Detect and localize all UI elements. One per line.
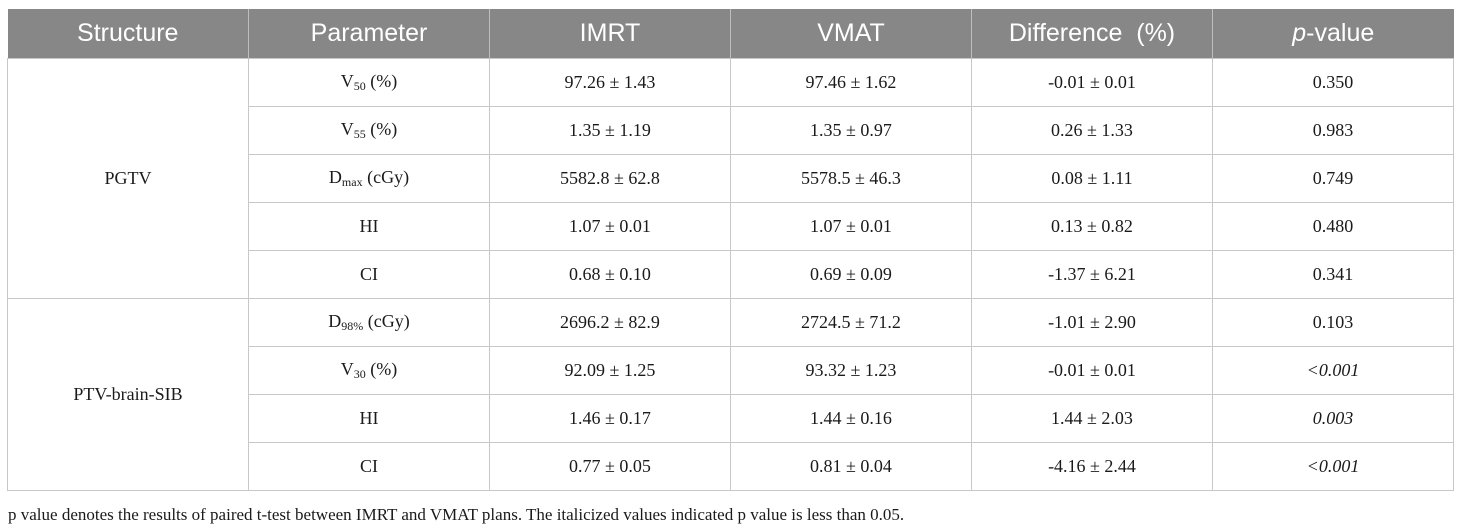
- difference-cell: 1.44 ± 2.03: [971, 394, 1213, 443]
- table-header-row: Structure Parameter IMRT VMAT Difference…: [7, 9, 1454, 59]
- parameter-cell: CI: [248, 250, 490, 299]
- parameter-cell: D98% (cGy): [248, 298, 490, 347]
- vmat-cell: 0.69 ± 0.09: [730, 250, 972, 299]
- imrt-cell: 1.07 ± 0.01: [489, 202, 731, 251]
- imrt-cell: 1.35 ± 1.19: [489, 106, 731, 155]
- parameter-symbol: CI: [360, 264, 378, 284]
- vmat-cell: 5578.5 ± 46.3: [730, 154, 972, 203]
- p-value-cell: <0.001: [1212, 346, 1454, 395]
- imrt-cell: 5582.8 ± 62.8: [489, 154, 731, 203]
- parameter-subscript: max: [341, 175, 363, 189]
- imrt-cell: 92.09 ± 1.25: [489, 346, 731, 395]
- parameter-unit: (%): [365, 71, 398, 91]
- header-vmat: VMAT: [730, 9, 972, 59]
- difference-cell: -0.01 ± 0.01: [971, 58, 1213, 107]
- imrt-cell: 2696.2 ± 82.9: [489, 298, 731, 347]
- difference-cell: -4.16 ± 2.44: [971, 442, 1213, 491]
- comparison-table: Structure Parameter IMRT VMAT Difference…: [7, 9, 1454, 491]
- vmat-cell: 97.46 ± 1.62: [730, 58, 972, 107]
- parameter-subscript: 50: [353, 79, 366, 93]
- table-row: HI 1.07 ± 0.01 1.07 ± 0.01 0.13 ± 0.82 0.480: [8, 202, 1454, 251]
- header-structure: Structure: [7, 9, 249, 59]
- parameter-symbol: V: [340, 359, 354, 379]
- header-difference: Difference (%): [971, 9, 1213, 59]
- header-p-suffix: -value: [1306, 19, 1375, 47]
- p-value-cell: 0.350: [1212, 58, 1454, 107]
- imrt-cell: 1.46 ± 0.17: [489, 394, 731, 443]
- table-row: V30 (%) 92.09 ± 1.25 93.32 ± 1.23 -0.01 ± 0…: [8, 346, 1454, 395]
- header-p-italic: p: [1292, 19, 1307, 47]
- vmat-cell: 1.07 ± 0.01: [730, 202, 972, 251]
- table-footnote: p value denotes the results of paired t-…: [8, 505, 905, 524]
- difference-cell: -0.01 ± 0.01: [971, 346, 1213, 395]
- vmat-cell: 1.35 ± 0.97: [730, 106, 972, 155]
- difference-cell: -1.37 ± 6.21: [971, 250, 1213, 299]
- p-value-cell: 0.003: [1212, 394, 1454, 443]
- vmat-cell: 1.44 ± 0.16: [730, 394, 972, 443]
- structure-cell: PGTV: [7, 58, 249, 299]
- parameter-unit: (%): [365, 359, 398, 379]
- p-value-cell: 0.480: [1212, 202, 1454, 251]
- parameter-cell: Dmax (cGy): [248, 154, 490, 203]
- p-value-cell: 0.103: [1212, 298, 1454, 347]
- imrt-cell: 97.26 ± 1.43: [489, 58, 731, 107]
- p-value-cell: <0.001: [1212, 442, 1454, 491]
- header-parameter: Parameter: [248, 9, 490, 59]
- table-row: HI 1.46 ± 0.17 1.44 ± 0.16 1.44 ± 2.03 0.003: [8, 394, 1454, 443]
- imrt-cell: 0.77 ± 0.05: [489, 442, 731, 491]
- imrt-cell: 0.68 ± 0.10: [489, 250, 731, 299]
- header-p-value: p-value: [1212, 9, 1454, 59]
- comparison-table-container: Structure Parameter IMRT VMAT Difference…: [7, 9, 1454, 491]
- difference-cell: 0.13 ± 0.82: [971, 202, 1213, 251]
- parameter-cell: CI: [248, 442, 490, 491]
- parameter-symbol: HI: [359, 216, 379, 236]
- table-row: Dmax (cGy) 5582.8 ± 62.8 5578.5 ± 46.3 0.08…: [8, 154, 1454, 203]
- table-row: PGTV V50 (%) 97.26 ± 1.43 97.46 ± 1.62 -0.01…: [7, 58, 1454, 299]
- table-row: PTV-brain-SIB D98% (cGy) 2696.2 ± 82.9 2724…: [7, 298, 1454, 491]
- difference-cell: 0.26 ± 1.33: [971, 106, 1213, 155]
- parameter-symbol: D: [328, 167, 342, 187]
- parameter-cell: V30 (%): [248, 346, 490, 395]
- table-row: CI 0.77 ± 0.05 0.81 ± 0.04 -4.16 ± 2.44 <0.0…: [8, 442, 1454, 491]
- parameter-subscript: 98%: [341, 319, 364, 333]
- parameter-unit: (cGy): [363, 311, 410, 331]
- parameter-subscript: 30: [353, 367, 366, 381]
- vmat-cell: 0.81 ± 0.04: [730, 442, 972, 491]
- table-row: CI 0.68 ± 0.10 0.69 ± 0.09 -1.37 ± 6.21 0.34…: [8, 250, 1454, 299]
- vmat-cell: 2724.5 ± 71.2: [730, 298, 972, 347]
- parameter-symbol: D: [328, 311, 342, 331]
- structure-cell: PTV-brain-SIB: [7, 298, 249, 491]
- parameter-cell: HI: [248, 202, 490, 251]
- table-row: V55 (%) 1.35 ± 1.19 1.35 ± 0.97 0.26 ± 1.33…: [8, 106, 1454, 155]
- parameter-symbol: V: [340, 119, 354, 139]
- parameter-unit: (cGy): [362, 167, 410, 187]
- p-value-cell: 0.983: [1212, 106, 1454, 155]
- parameter-cell: V50 (%): [248, 58, 490, 107]
- header-imrt: IMRT: [489, 9, 731, 59]
- p-value-cell: 0.341: [1212, 250, 1454, 299]
- parameter-cell: V55 (%): [248, 106, 490, 155]
- difference-cell: 0.08 ± 1.11: [971, 154, 1213, 203]
- table-body: PGTV V50 (%) 97.26 ± 1.43 97.46 ± 1.62 -0.01…: [7, 58, 1454, 491]
- parameter-symbol: HI: [359, 408, 379, 428]
- difference-cell: -1.01 ± 2.90: [971, 298, 1213, 347]
- parameter-symbol: V: [340, 71, 354, 91]
- parameter-cell: HI: [248, 394, 490, 443]
- p-value-cell: 0.749: [1212, 154, 1454, 203]
- parameter-unit: (%): [365, 119, 398, 139]
- parameter-symbol: CI: [360, 456, 378, 476]
- vmat-cell: 93.32 ± 1.23: [730, 346, 972, 395]
- parameter-subscript: 55: [353, 127, 366, 141]
